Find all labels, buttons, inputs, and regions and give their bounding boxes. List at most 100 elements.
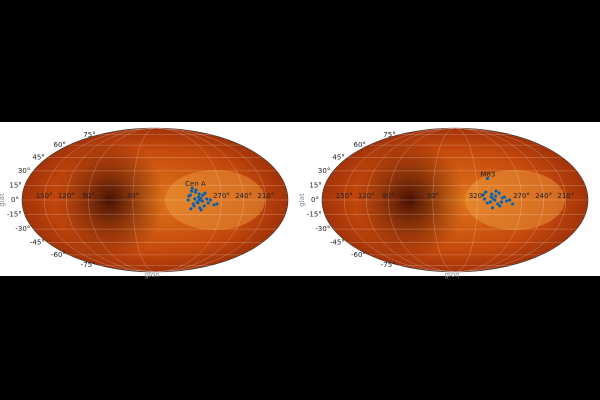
x-tick-label: 320°	[469, 192, 486, 200]
source-point	[493, 198, 497, 202]
source-point	[197, 198, 202, 202]
y-tick-label: -60°	[351, 251, 366, 259]
x-tick-label: 120°	[358, 192, 375, 200]
source-point	[193, 197, 197, 201]
y-tick-label: 0°	[11, 196, 19, 204]
source-point	[498, 204, 502, 208]
outline	[321, 127, 589, 273]
meridian	[66, 127, 156, 273]
source-point	[484, 190, 488, 194]
x-tick-label: 210°	[257, 192, 274, 200]
source-point	[189, 189, 194, 193]
meridian	[366, 127, 456, 273]
dark-region	[355, 140, 465, 260]
meridian	[132, 127, 156, 273]
y-tick-label: 15°	[309, 181, 321, 189]
source-point	[203, 191, 207, 195]
y-tick-label: 45°	[32, 153, 44, 161]
x-tick-label: 270°	[513, 192, 530, 200]
x-tick-label: 30°	[127, 192, 139, 200]
source-label: Cen A	[185, 180, 206, 188]
source-point	[510, 202, 515, 206]
y-tick-label: -15°	[7, 211, 22, 219]
y-tick-label: -75°	[381, 261, 396, 269]
source-point	[208, 198, 213, 202]
meridian	[88, 127, 156, 273]
source-point	[504, 199, 509, 203]
meridian	[388, 127, 456, 273]
source-point	[206, 201, 210, 205]
source-point	[482, 197, 487, 201]
x-tick-label: 210°	[557, 192, 574, 200]
meridian	[154, 127, 244, 273]
source-point	[490, 192, 494, 196]
meridian	[43, 127, 156, 273]
y-tick-label: 60°	[354, 141, 366, 149]
source-point	[197, 192, 201, 196]
source-point	[485, 176, 490, 181]
meridian	[454, 127, 522, 273]
source-point	[187, 194, 191, 198]
source-label: M83	[480, 170, 495, 178]
y-axis-label: glat	[298, 193, 306, 207]
bright-band	[465, 170, 565, 230]
x-tick-label: 90°	[382, 192, 394, 200]
x-tick-label: 270°	[213, 192, 230, 200]
x-axis-label: glon	[144, 271, 159, 279]
x-tick-label: 30°	[427, 192, 439, 200]
source-point	[497, 191, 501, 195]
source-point	[499, 200, 504, 204]
y-tick-label: -30°	[315, 225, 330, 233]
y-tick-label: 15°	[9, 181, 21, 189]
y-tick-label: 45°	[332, 153, 344, 161]
x-tick-label: 120°	[58, 192, 75, 200]
source-point	[196, 201, 200, 205]
source-point	[502, 195, 507, 199]
source-point	[212, 203, 216, 207]
meridian	[432, 127, 456, 273]
x-axis-label: glon	[444, 271, 459, 279]
y-tick-label: -45°	[30, 239, 45, 247]
source-point	[490, 206, 495, 210]
source-point	[202, 204, 207, 208]
x-tick-label: 90°	[82, 192, 94, 200]
x-tick-label: 150°	[336, 192, 353, 200]
source-point	[494, 189, 498, 193]
source-point	[200, 199, 205, 203]
source-point	[507, 198, 512, 202]
source-point	[493, 194, 498, 198]
x-tick-label: 150°	[36, 192, 53, 200]
y-tick-label: 75°	[383, 131, 395, 139]
source-point	[204, 197, 209, 201]
source-point	[194, 188, 198, 192]
y-tick-label: -75°	[81, 261, 96, 269]
source-point	[485, 201, 490, 205]
meridian	[454, 127, 567, 273]
meridian	[454, 127, 544, 273]
y-tick-label: 30°	[18, 167, 30, 175]
y-tick-label: -60°	[51, 251, 66, 259]
source-point	[488, 200, 493, 204]
y-tick-label: 75°	[83, 131, 95, 139]
bright-band	[165, 170, 265, 230]
y-tick-label: -15°	[307, 211, 322, 219]
source-point	[189, 207, 193, 211]
y-tick-label: 30°	[318, 167, 330, 175]
outline	[21, 127, 289, 273]
source-point	[481, 193, 485, 197]
y-tick-label: -30°	[15, 225, 30, 233]
source-point	[192, 204, 196, 208]
source-point	[199, 208, 203, 212]
x-tick-label: 240°	[235, 192, 252, 200]
x-tick-label: 240°	[535, 192, 552, 200]
source-point	[196, 195, 201, 199]
y-tick-label: 0°	[311, 196, 319, 204]
meridian	[154, 127, 222, 273]
dark-region	[55, 140, 165, 260]
meridian	[343, 127, 456, 273]
meridian	[454, 127, 478, 273]
source-point	[215, 202, 219, 206]
meridian	[154, 127, 267, 273]
y-tick-label: -45°	[330, 239, 345, 247]
